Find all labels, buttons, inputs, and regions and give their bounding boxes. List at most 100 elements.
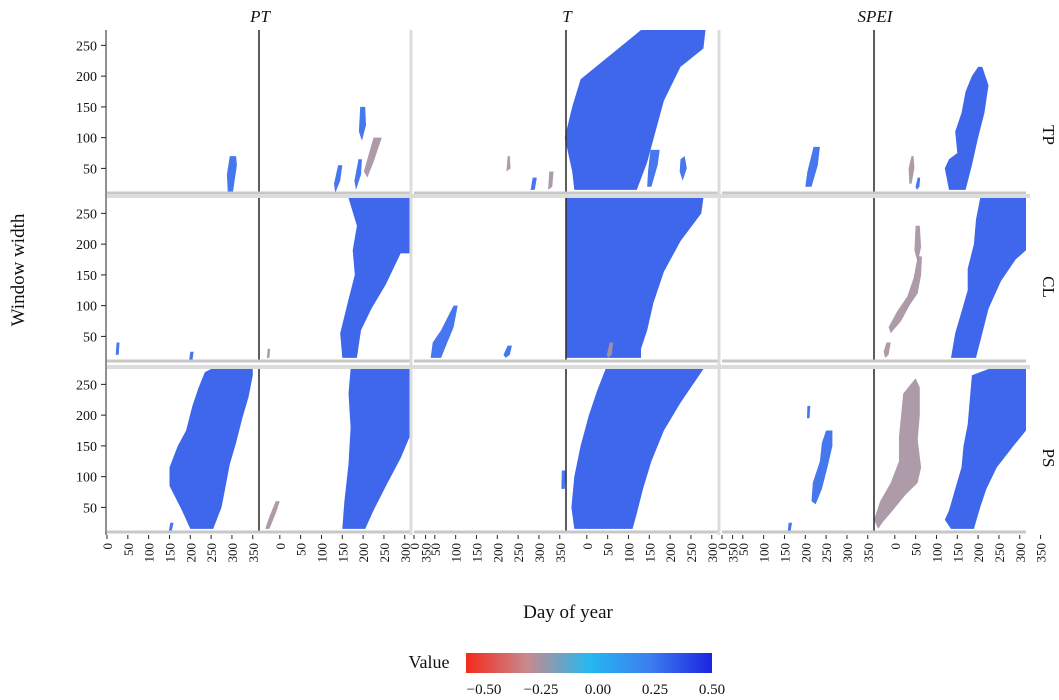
y-tick-label: 150	[76, 269, 97, 284]
x-tick-label: 100	[929, 543, 944, 563]
x-tick-label: 200	[663, 543, 678, 563]
row-title-tp: TP	[1039, 125, 1058, 145]
x-tick-label: 50	[428, 543, 443, 556]
x-tick-label: 350	[1034, 543, 1049, 563]
heatmap-region	[226, 156, 237, 193]
x-tick-label: 0	[888, 543, 903, 550]
facet-cell-ps-spei	[722, 369, 1026, 534]
facet-cell-ps-t	[414, 369, 718, 534]
x-tick-label: 250	[511, 543, 526, 563]
x-tick-label: 250	[377, 543, 392, 563]
x-tick-label: 150	[162, 543, 177, 563]
x-tick-label: 50	[909, 543, 924, 556]
heatmap-region	[883, 342, 891, 358]
x-tick-label: 200	[971, 543, 986, 563]
y-tick-label: 50	[83, 501, 97, 516]
x-tick-label: 200	[798, 543, 813, 563]
x-tick-label: 150	[469, 543, 484, 563]
heatmap-region	[503, 345, 512, 358]
x-tick-label: 50	[121, 543, 136, 556]
heatmap-region	[506, 156, 511, 172]
facet-cell-tp-pt	[107, 30, 411, 195]
heatmap-region	[647, 149, 660, 187]
heatmap-region	[915, 177, 921, 190]
heatmap-region	[606, 342, 614, 358]
x-tick-label: 150	[335, 543, 350, 563]
x-tick-label: 100	[449, 543, 464, 563]
x-tick-label: 0	[407, 543, 422, 550]
x-tick-label: 100	[142, 543, 157, 563]
heatmap-region	[265, 501, 280, 529]
x-tick-label: 100	[621, 543, 636, 563]
colorbar-ticks: −0.50 −0.25 0.00 0.25 0.50	[467, 682, 725, 698]
colorbar-tick-label: 0.50	[699, 682, 725, 698]
x-tick-labels: 0 50 100 150 200 250 300 350 0 50 100 150 200 250 300 3…	[100, 535, 1049, 563]
facet-cell-tp-t	[414, 30, 718, 195]
y-tick-label: 100	[76, 300, 97, 315]
heatmap-region	[354, 159, 362, 190]
colorbar: Value −0.50 −0.25 0.00 0.25 0.50	[409, 652, 726, 698]
facet-cell-cl-spei	[722, 198, 1026, 363]
x-tick-label: 0	[273, 543, 288, 550]
y-tick-label: 250	[76, 378, 97, 393]
heatmap-region	[679, 156, 687, 181]
heatmap-region	[334, 165, 343, 193]
heatmap-region	[189, 351, 194, 361]
heatmap-region	[169, 369, 253, 529]
heatmap-region	[266, 348, 271, 358]
x-tick-label: 0	[100, 543, 115, 550]
x-tick-label: 350	[246, 543, 261, 563]
x-tick-label: 50	[736, 543, 751, 556]
x-axis-label: Day of year	[523, 602, 613, 623]
heatmap-region	[548, 171, 554, 190]
heatmap-region	[358, 106, 366, 141]
x-tick-label: 0	[580, 543, 595, 550]
x-tick-label: 300	[1013, 543, 1028, 563]
row-title-cl: CL	[1039, 276, 1058, 298]
heatmap-region	[807, 405, 811, 419]
facet-grid	[105, 30, 1030, 535]
y-tick-label: 100	[76, 471, 97, 486]
heatmap-region	[564, 30, 706, 190]
y-tick-label: 150	[76, 101, 97, 116]
column-title-t: T	[562, 7, 573, 26]
x-tick-label: 350	[419, 543, 434, 563]
y-tick-label: 200	[76, 409, 97, 424]
y-tick-label: 250	[76, 207, 97, 222]
y-tick-label: 50	[83, 162, 97, 177]
facet-cell-ps-pt	[107, 369, 411, 534]
facet-cell-cl-pt	[107, 198, 411, 363]
x-tick-label: 0	[715, 543, 730, 550]
x-tick-label: 300	[532, 543, 547, 563]
x-tick-label: 300	[398, 543, 413, 563]
heatmap-region	[908, 156, 915, 184]
y-axis-label: Window width	[8, 213, 29, 326]
x-tick-label: 350	[861, 543, 876, 563]
colorbar-label: Value	[409, 652, 450, 672]
facet-cell-tp-spei	[722, 30, 1026, 195]
y-tick-label: 200	[76, 238, 97, 253]
heatmap-region	[363, 137, 382, 178]
heatmap-region	[342, 369, 411, 529]
x-tick-label: 350	[553, 543, 568, 563]
x-tick-label: 250	[819, 543, 834, 563]
y-tick-label: 200	[76, 70, 97, 85]
colorbar-tick-label: −0.25	[524, 682, 559, 698]
heatmap-region	[340, 198, 411, 358]
y-tick-label: 100	[76, 132, 97, 147]
x-tick-label: 300	[705, 543, 720, 563]
row-title-ps: PS	[1039, 449, 1058, 468]
facet-cell-cl-t	[414, 198, 718, 363]
column-title-pt: PT	[249, 7, 271, 26]
x-tick-label: 250	[992, 543, 1007, 563]
x-tick-label: 50	[601, 543, 616, 556]
x-tick-label: 100	[314, 543, 329, 563]
x-tick-label: 200	[183, 543, 198, 563]
heatmap-region	[787, 522, 792, 531]
x-tick-label: 150	[777, 543, 792, 563]
heatmap-region	[168, 522, 174, 532]
colorbar-gradient	[466, 653, 712, 673]
x-tick-label: 300	[225, 543, 240, 563]
x-tick-label: 350	[726, 543, 741, 563]
x-tick-label: 200	[356, 543, 371, 563]
